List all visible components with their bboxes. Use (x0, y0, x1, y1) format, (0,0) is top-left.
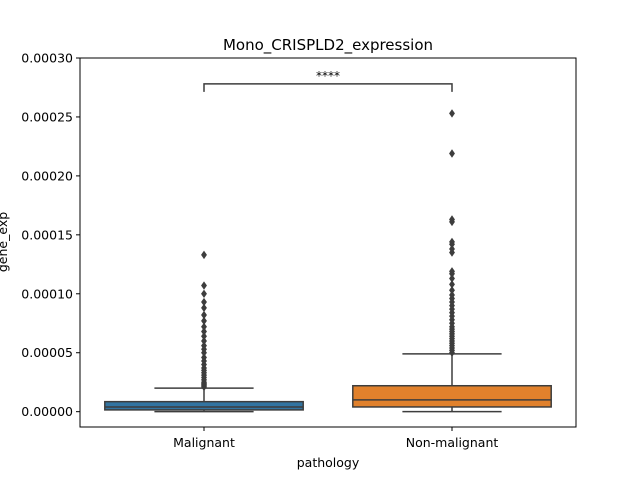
outlier-point (201, 322, 207, 331)
iqr-box (104, 400, 304, 411)
y-axis-label: gene_exp (0, 212, 10, 272)
outlier-point (201, 303, 207, 313)
y-tick-label: 0.00025 (21, 109, 73, 124)
outlier-point (449, 280, 455, 289)
significance-bracket (203, 83, 453, 92)
outlier-point (449, 237, 455, 247)
outlier-point (201, 310, 207, 320)
significance-label: **** (316, 69, 340, 83)
outlier-point (449, 244, 455, 254)
y-tick-label: 0.00000 (21, 404, 73, 419)
y-axis-ticks: 0.00000 0.00005 0.00010 0.00015 0.00020 0.000… (21, 51, 80, 419)
iqr-box (352, 384, 552, 408)
outlier-point (449, 109, 455, 118)
outlier-point (201, 327, 207, 336)
axes-frame (79, 57, 577, 428)
y-tick-label: 0.00005 (21, 345, 73, 360)
box-group-malignant (104, 250, 304, 413)
x-axis-label: pathology (297, 455, 360, 470)
outlier-point (201, 332, 207, 341)
y-tick-label: 0.00020 (21, 168, 73, 183)
outlier-point (201, 250, 207, 260)
outlier-point (449, 267, 455, 276)
outlier-point (449, 286, 455, 295)
x-tick-label: Non-malignant (406, 435, 499, 450)
outlier-point (201, 316, 207, 326)
outlier-point (449, 149, 455, 158)
outlier-point (449, 215, 455, 224)
y-tick-label: 0.00015 (21, 227, 73, 242)
outlier-point (201, 341, 207, 350)
plot-area (104, 109, 552, 413)
outlier-point (449, 290, 455, 300)
significance-annotation: **** (203, 69, 453, 92)
x-axis-ticks: Malignant Non-malignant (173, 427, 498, 450)
chart-title: Mono_CRISPLD2_expression (223, 36, 433, 55)
y-tick-label: 0.00010 (21, 286, 73, 301)
outlier-point (201, 336, 207, 346)
outlier-point (201, 281, 207, 290)
x-tick-label: Malignant (173, 435, 235, 450)
y-tick-label: 0.00030 (21, 51, 73, 66)
outlier-point (201, 289, 207, 298)
outlier-point (201, 297, 207, 307)
box-group-non-malignant (352, 109, 552, 413)
outlier-point (201, 353, 207, 362)
outlier-point (449, 274, 455, 283)
